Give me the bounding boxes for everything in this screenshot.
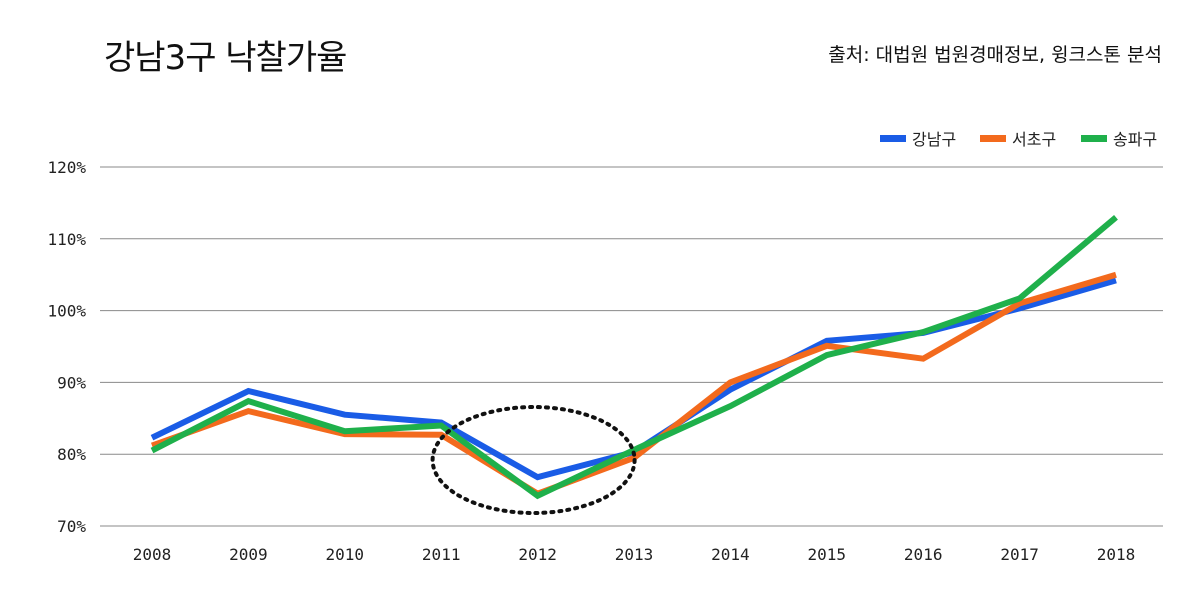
series-line-3 [150,215,1118,500]
legend-swatch [1081,135,1107,142]
y-tick-label: 80% [57,445,86,464]
legend-swatch [980,135,1006,142]
legend: 강남구 서초구 송파구 [880,130,1157,149]
x-tick-label: 2010 [326,545,365,564]
legend-swatch [880,135,906,142]
y-axis-ticks: 70% 80% 90% 100% 110% 120% [47,158,86,536]
chart-title: 강남3구 낙찰가율 [104,38,347,78]
x-tick-label: 2017 [1000,545,1039,564]
x-tick-label: 2012 [518,545,557,564]
annotation [430,405,637,515]
x-tick-label: 2009 [229,545,268,564]
annotation-ellipse [430,405,637,515]
x-tick-label: 2015 [808,545,847,564]
x-tick-label: 2014 [711,545,750,564]
grid-lines [100,166,1163,527]
legend-label: 송파구 [1113,130,1157,149]
y-tick-label: 120% [47,158,86,177]
y-tick-label: 70% [57,517,86,536]
x-tick-label: 2011 [422,545,461,564]
y-tick-label: 100% [47,302,86,321]
legend-label: 서초구 [1012,130,1056,149]
y-tick-label: 110% [47,230,86,249]
x-tick-label: 2018 [1097,545,1136,564]
series-line-2 [150,271,1117,498]
x-tick-label: 2016 [904,545,943,564]
legend-label: 강남구 [912,130,956,149]
x-tick-label: 2013 [615,545,654,564]
x-tick-label: 2008 [133,545,172,564]
y-tick-label: 90% [57,373,86,392]
source-note: 출처: 대법원 법원경매정보, 윙크스톤 분석 [828,44,1162,66]
x-axis-ticks: 2008 2009 2010 2011 2012 2013 2014 2015 2016 2017… [133,545,1136,564]
